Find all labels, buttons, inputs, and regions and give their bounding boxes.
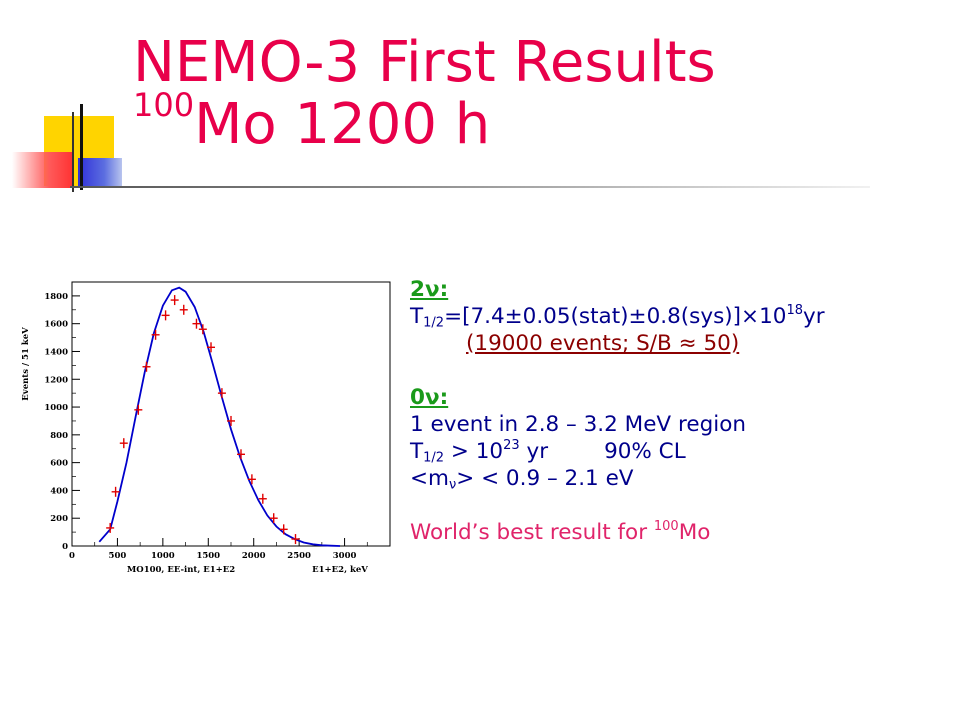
half-life-line: T1/2=[7.4±0.05(stat)±0.8(sys)]×1018yr — [410, 303, 825, 330]
x-tick-label: 500 — [109, 551, 127, 561]
y-tick-label: 1000 — [44, 403, 68, 413]
x-tick-label: 2000 — [242, 551, 266, 561]
events-note: (19000 events; S/B ≈ 50) — [466, 331, 740, 356]
mass-prefix: <m — [410, 466, 449, 491]
fit-curve — [98, 286, 341, 547]
mass-value: > < 0.9 – 2.1 eV — [456, 466, 634, 491]
x-tick-label: 1000 — [151, 551, 175, 561]
y-tick-label: 800 — [50, 431, 68, 441]
spectrum-chart: 0 200 400 600 800 1000 1200 1400 1600 1800 0 500 100… — [21, 281, 391, 575]
y-axis-label: Events / 51 keV — [21, 327, 31, 401]
y-tick-label: 400 — [50, 486, 68, 496]
y-tick-label: 1600 — [44, 320, 68, 330]
half-life-value: =[7.4±0.05(stat)±0.8(sys)]×10 — [444, 304, 787, 329]
event-region-line: 1 event in 2.8 – 3.2 MeV region — [410, 412, 746, 437]
decor-vertical-line — [72, 112, 74, 192]
y-tick-label: 0 — [62, 542, 68, 552]
half-life-unit: yr — [802, 304, 825, 329]
world-best-text: World’s best result for — [410, 520, 654, 545]
x-tick-label: 1500 — [196, 551, 220, 561]
half-life-subscript: 1/2 — [423, 315, 445, 331]
confidence-level: 90% CL — [604, 439, 686, 464]
mass-subscript: ν — [448, 477, 457, 493]
y-tick-label: 200 — [50, 514, 68, 524]
title-line-1: NEMO-3 First Results — [133, 30, 716, 95]
title-isotope-superscript: 100 — [133, 85, 195, 124]
limit-value: > 10 — [444, 439, 504, 464]
world-best-tail: Mo — [678, 520, 711, 545]
x-tick-label: 2500 — [287, 551, 311, 561]
limit-symbol: T — [410, 439, 424, 464]
y-tick-label: 1200 — [44, 375, 68, 385]
x-axis-label-left: MO100, EE-int, E1+E2 — [127, 565, 235, 575]
decor-blue-block — [78, 158, 122, 186]
x-tick-label: 3000 — [333, 551, 357, 561]
y-tick-label: 1400 — [44, 347, 68, 357]
half-life-limit-line: T1/2 > 1023 yr 90% CL — [410, 438, 825, 465]
x-axis-label: E1+E2, keV — [312, 565, 368, 575]
limit-subscript: 1/2 — [423, 450, 445, 466]
slide-title: NEMO-3 First Results 100Mo 1200 h — [133, 32, 716, 156]
title-underline — [70, 186, 870, 188]
half-life-exponent: 18 — [786, 302, 803, 318]
limit-exponent: 23 — [503, 437, 520, 453]
half-life-symbol: T — [410, 304, 424, 329]
title-line-2: Mo 1200 h — [194, 92, 491, 157]
world-best-superscript: 100 — [653, 518, 679, 534]
results-panel: 2ν: T1/2=[7.4±0.05(stat)±0.8(sys)]×1018y… — [410, 276, 825, 546]
zero-nu-label: 0ν: — [410, 385, 449, 410]
decor-red-block — [12, 152, 74, 188]
decor-vertical-line-2 — [80, 104, 83, 190]
x-tick-label: 0 — [69, 551, 75, 561]
y-tick-label: 600 — [50, 459, 68, 469]
world-best-line: World’s best result for 100Mo — [410, 519, 825, 546]
two-nu-label: 2ν: — [410, 277, 449, 302]
mass-limit-line: <mν> < 0.9 – 2.1 eV — [410, 465, 825, 492]
limit-unit: yr — [519, 439, 549, 464]
plot-frame — [71, 281, 391, 547]
y-tick-label: 1800 — [44, 292, 68, 302]
